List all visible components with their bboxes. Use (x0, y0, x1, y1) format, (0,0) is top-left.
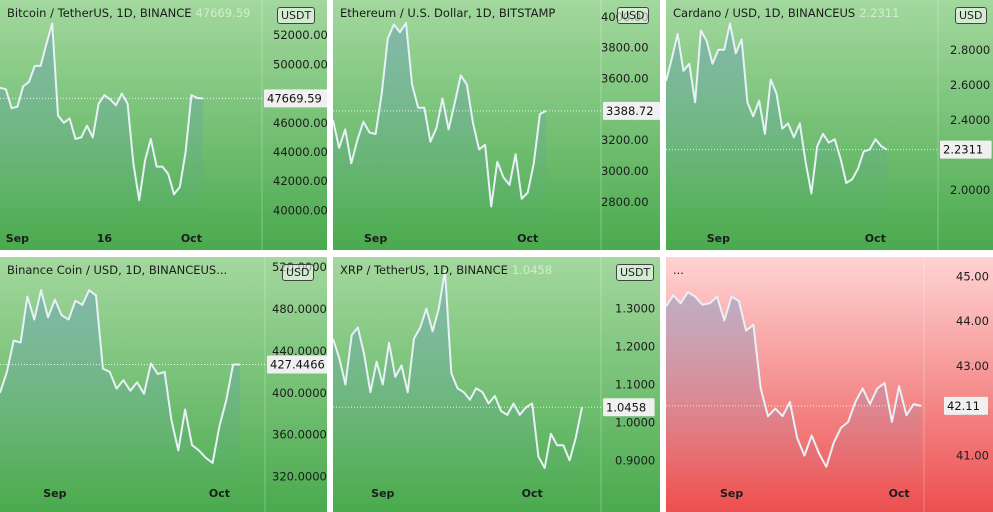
series-line (333, 269, 583, 469)
chart-svg: 320.0000 360.0000 400.0000 440.0000 480.0000… (0, 257, 327, 512)
y-tick-label: 2.0000 (950, 183, 990, 197)
chart-title-text: ... (673, 263, 684, 277)
last-price-tag (940, 140, 992, 159)
y-tick-label: 3600.00 (601, 71, 649, 85)
chart-svg: 2800.003000.003200.003600.003800.004000.… (333, 0, 660, 250)
y-tick-label: 360.0000 (272, 428, 327, 442)
y-tick-label: 1.1000 (615, 377, 655, 391)
series-area (666, 23, 887, 225)
y-tick-label: 3200.00 (601, 133, 649, 147)
currency-badge[interactable]: USDT (277, 7, 316, 24)
x-tick-label: Sep (6, 232, 29, 245)
x-tick-label: 16 (97, 232, 113, 245)
x-tick-label: Sep (707, 232, 730, 245)
chart-title: ... (673, 263, 684, 277)
currency-badge[interactable]: USD (617, 7, 649, 24)
currency-badge[interactable]: USD (955, 7, 987, 24)
x-tick-label: Sep (43, 487, 66, 500)
chart-title-text: Ethereum / U.S. Dollar, 1D, BITSTAMP (340, 6, 556, 20)
series-area (0, 290, 240, 487)
y-tick-label: 46000.00 (273, 116, 327, 130)
chart-panel-bnb[interactable]: 320.0000 360.0000 400.0000 440.0000 480.0000… (0, 257, 327, 512)
last-price-label: 427.4466 (270, 358, 325, 372)
chart-title-text: Binance Coin / USD, 1D, BINANCEUS... (7, 263, 228, 277)
x-tick-label: Oct (522, 487, 543, 500)
last-value-faded: 1.0458 (511, 263, 553, 277)
last-value-faded: 2.2311 (859, 6, 900, 20)
series-line (0, 22, 204, 202)
chart-title: Cardano / USD, 1D, BINANCEUS 2.2311 (673, 6, 899, 20)
chart-panel-red[interactable]: 41.0042.0043.0044.0045.00SepOct42.11 ... (666, 257, 993, 512)
currency-badge[interactable]: USD (282, 264, 314, 281)
last-price-tag (944, 396, 988, 415)
chart-title-text: Bitcoin / TetherUS, 1D, BINANCE (7, 6, 192, 20)
last-value-faded: 47669.59 (195, 6, 251, 20)
x-tick-label: Oct (865, 232, 886, 245)
x-tick-label: Sep (720, 487, 743, 500)
x-tick-label: Oct (181, 232, 202, 245)
series-area (333, 23, 546, 225)
y-tick-label: 3800.00 (601, 41, 649, 55)
x-tick-label: Oct (517, 232, 538, 245)
x-tick-label: Sep (371, 487, 394, 500)
chart-svg: 40000.00 42000.00 44000.00 46000.00 50000.00… (0, 0, 327, 250)
chart-panel-btc[interactable]: 40000.00 42000.00 44000.00 46000.00 50000.00… (0, 0, 327, 250)
chart-panel-ada[interactable]: 2.0000 2.4000 2.6000 2.8000 Sep Oct 2.2311 Car… (666, 0, 993, 250)
y-tick-label: 52000.00 (273, 28, 327, 42)
y-tick-label: 2800.00 (601, 195, 649, 209)
series-line (0, 289, 240, 464)
last-price-tag (267, 355, 327, 374)
x-tick-label: Oct (889, 487, 910, 500)
chart-title: Bitcoin / TetherUS, 1D, BINANCE 47669.59 (7, 6, 250, 20)
last-price-tag (603, 398, 655, 417)
y-tick-label: 45.00 (956, 269, 989, 283)
chart-svg: 2.0000 2.4000 2.6000 2.8000 Sep Oct 2.2311 (666, 0, 993, 250)
y-tick-label: 1.2000 (615, 340, 655, 354)
y-tick-label: 0.9000 (615, 453, 655, 467)
y-tick-label: 1.3000 (615, 302, 655, 316)
y-tick-label: 440.0000 (272, 344, 327, 358)
y-tick-label: 320.0000 (272, 470, 327, 484)
y-tick-label: 41.00 (956, 449, 989, 463)
last-price-label: 2.2311 (943, 143, 983, 157)
y-tick-label: 480.0000 (272, 302, 327, 316)
last-price-label: 47669.59 (267, 91, 322, 105)
chart-panel-xrp[interactable]: 0.9000 1.0000 1.1000 1.2000 1.3000 Sep Oct 1.04… (333, 257, 660, 512)
y-tick-label: 2.8000 (950, 43, 990, 57)
x-tick-label: Oct (209, 487, 230, 500)
chart-title: XRP / TetherUS, 1D, BINANCE 1.0458 (340, 263, 552, 277)
series-area (666, 292, 921, 487)
y-tick-label: 44.00 (956, 314, 989, 328)
chart-title: Binance Coin / USD, 1D, BINANCEUS... (7, 263, 227, 277)
y-tick-label: 2.4000 (950, 113, 990, 127)
chart-panel-eth[interactable]: 2800.003000.003200.003600.003800.004000.… (333, 0, 660, 250)
y-tick-label: 43.00 (956, 359, 989, 373)
x-tick-label: Sep (364, 232, 387, 245)
y-tick-label: 50000.00 (273, 57, 327, 71)
y-tick-label: 44000.00 (273, 145, 327, 159)
y-tick-label: 3000.00 (601, 164, 649, 178)
chart-title-text: XRP / TetherUS, 1D, BINANCE (340, 263, 508, 277)
y-tick-label: 42000.00 (273, 174, 327, 188)
last-price-tag (603, 101, 660, 120)
series-line (333, 22, 547, 208)
last-price-label: 42.11 (947, 399, 980, 413)
chart-svg: 0.9000 1.0000 1.1000 1.2000 1.3000 Sep Oct 1.04… (333, 257, 660, 512)
last-price-label: 1.0458 (606, 400, 646, 414)
series-line (666, 291, 922, 468)
series-area (0, 23, 203, 225)
chart-title-text: Cardano / USD, 1D, BINANCEUS (673, 6, 856, 20)
last-price-label: 3388.72 (606, 104, 654, 118)
chart-title: Ethereum / U.S. Dollar, 1D, BITSTAMP (340, 6, 555, 20)
series-line (666, 22, 888, 195)
y-tick-label: 2.6000 (950, 78, 990, 92)
currency-badge[interactable]: USDT (616, 264, 655, 281)
last-price-tag (264, 89, 327, 108)
y-tick-label: 400.0000 (272, 386, 327, 400)
y-tick-label: 1.0000 (615, 415, 655, 429)
series-area (333, 270, 582, 487)
y-tick-label: 40000.00 (273, 203, 327, 217)
